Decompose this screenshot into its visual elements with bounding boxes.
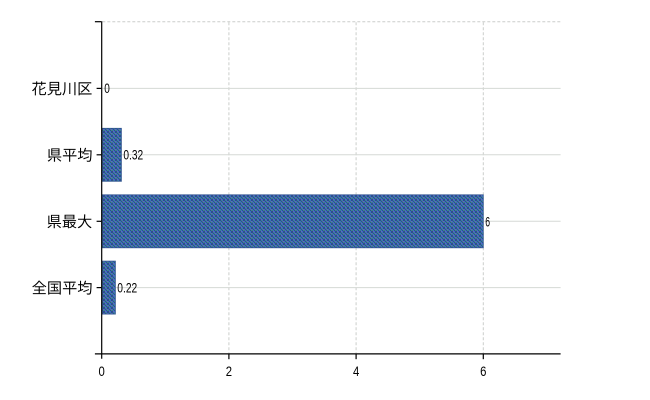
svg-text:0.32: 0.32 (123, 148, 143, 163)
svg-text:6: 6 (480, 363, 486, 379)
svg-text:4: 4 (353, 363, 359, 379)
svg-text:0: 0 (99, 363, 105, 379)
svg-text:0: 0 (104, 81, 110, 96)
svg-text:0.22: 0.22 (117, 280, 137, 295)
svg-text:2: 2 (226, 363, 232, 379)
svg-text:6: 6 (485, 214, 490, 229)
